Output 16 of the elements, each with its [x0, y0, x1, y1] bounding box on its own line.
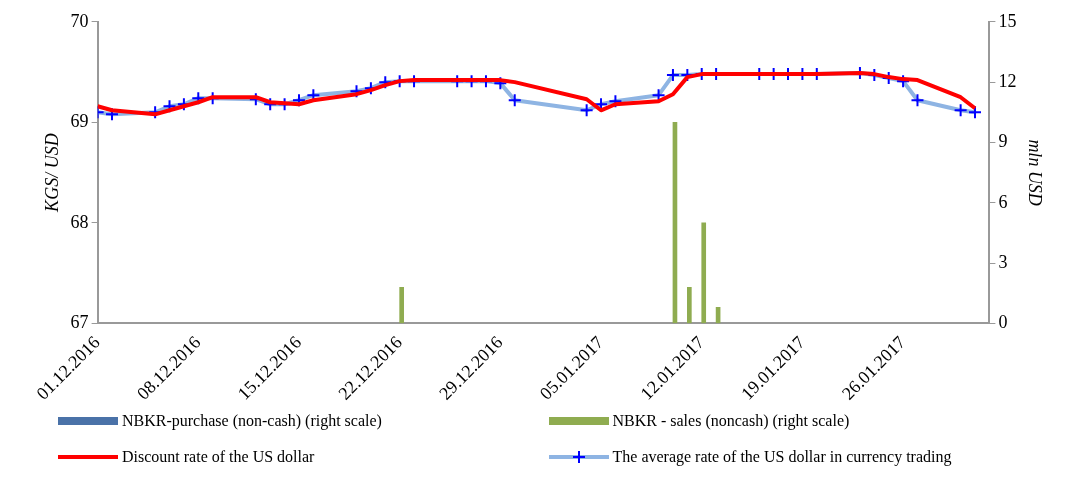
legend-label: NBKR-purchase (non-cash) (right scale): [122, 412, 382, 430]
y-tick-label: 69: [70, 111, 89, 132]
y-tick-label: 70: [70, 10, 89, 31]
legend-label: The average rate of the US dollar in currency trading: [612, 448, 952, 466]
y-tick-label: 68: [70, 211, 89, 232]
y2-tick-label: 6: [998, 191, 1008, 212]
y2-tick-label: 9: [998, 131, 1008, 152]
legend-label: Discount rate of the US dollar: [122, 448, 315, 466]
y2-tick-label: 0: [998, 312, 1008, 333]
y2-tick-label: 3: [998, 251, 1008, 272]
y-tick-label: 67: [70, 312, 89, 333]
legend-label: NBKR - sales (noncash) (right scale): [612, 412, 850, 430]
y2-tick-label: 15: [998, 10, 1017, 31]
y2-tick-label: 12: [998, 70, 1017, 91]
y-axis-title: KGS/ USD: [41, 133, 62, 213]
y2-axis-title: mln USD: [1025, 139, 1046, 206]
